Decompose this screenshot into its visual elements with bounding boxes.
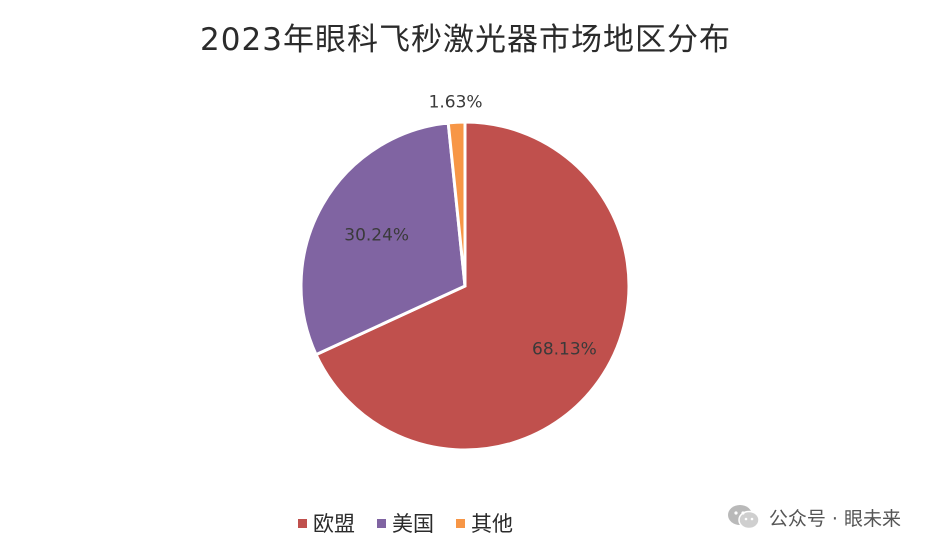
slice-eu xyxy=(314,120,631,452)
legend-swatch-eu xyxy=(298,518,307,528)
slice-other xyxy=(446,120,467,287)
legend: 欧盟 美国 其他 xyxy=(0,508,931,538)
slice-label-other: 1.63% xyxy=(429,93,483,113)
legend-item-us: 美国 xyxy=(377,508,434,538)
wechat-icon xyxy=(727,505,760,530)
legend-swatch-us xyxy=(377,518,386,528)
slice-label-us: 30.24% xyxy=(344,226,409,246)
legend-item-other: 其他 xyxy=(456,508,513,538)
pie-labels: 68.13% 30.24% 1.63% xyxy=(344,93,597,360)
legend-label-us: 美国 xyxy=(392,512,434,536)
legend-item-eu: 欧盟 xyxy=(298,508,355,538)
pie-slices xyxy=(299,120,631,452)
legend-label-eu: 欧盟 xyxy=(313,512,355,536)
legend-swatch-other xyxy=(456,518,465,528)
chart-title: 2023年眼科飞秒激光器市场地区分布 xyxy=(200,22,731,58)
slice-us xyxy=(299,121,467,357)
watermark-text: 公众号 · 眼未来 xyxy=(768,507,901,530)
slice-label-eu: 68.13% xyxy=(532,340,597,360)
watermark: 公众号 · 眼未来 xyxy=(727,503,901,531)
legend-label-other: 其他 xyxy=(471,512,513,536)
